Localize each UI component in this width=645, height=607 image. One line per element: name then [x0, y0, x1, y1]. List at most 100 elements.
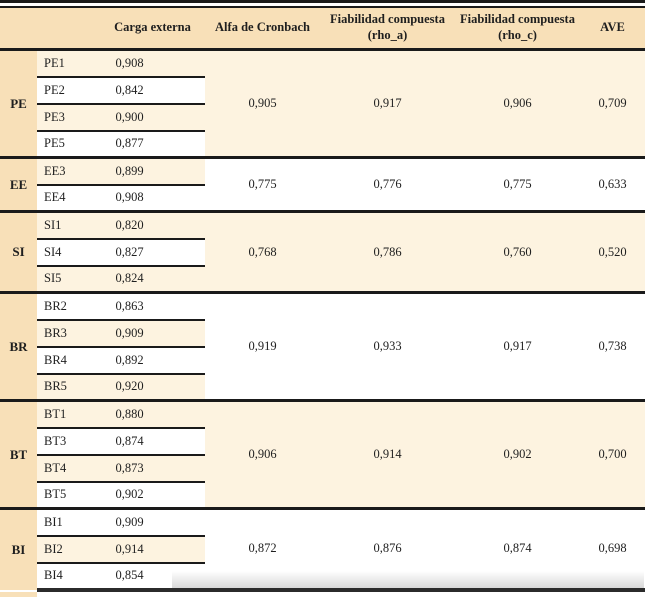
carga-externa-cell: 0,877 — [100, 130, 205, 158]
fiabilidad-rho-a-cell: 0,914 — [320, 399, 455, 509]
carga-externa-cell: 0,863 — [100, 291, 205, 321]
item-row-br2: BR BR2 0,863 0,919 0,933 0,917 0,738 — [0, 291, 645, 401]
fiabilidad-rho-a-cell: 0,876 — [320, 507, 455, 592]
indicator-name-cell: SI1 — [37, 210, 100, 240]
carga-externa-cell: 0,909 — [100, 319, 205, 348]
item-row-bt1: BT BT1 0,880 0,906 0,914 0,902 0,700 — [0, 399, 645, 509]
ave-cell: 0,633 — [580, 156, 645, 212]
item-row-bi2: BI2 0,914 — [0, 535, 645, 564]
item-row-bt3: BT3 0,874 — [0, 427, 645, 456]
col-header-carga-externa: Carga externa — [100, 6, 205, 51]
col-header-fiabilidad-rho-a-line2: (rho_a) — [367, 28, 408, 42]
item-row-bt4: BT4 0,873 — [0, 454, 645, 483]
item-row-ee4: EE4 0,908 — [0, 184, 645, 212]
carga-externa-cell: 0,854 — [100, 562, 205, 592]
fiabilidad-rho-c-cell: 0,775 — [455, 156, 580, 212]
item-row-pe3: PE3 0,900 — [0, 103, 645, 132]
alfa-cronbach-cell: 0,906 — [205, 399, 320, 509]
item-row-br5: BR5 0,920 — [0, 373, 645, 401]
group-label-cell-bt: BT — [0, 399, 37, 509]
indicator-name-cell: BR2 — [37, 291, 100, 321]
indicator-name-cell: EE4 — [37, 184, 100, 212]
group-label-cell-bi: BI — [0, 507, 37, 590]
carga-externa-cell: 0,920 — [100, 373, 205, 401]
item-row-bt5: BT5 0,902 — [0, 481, 645, 509]
carga-externa-cell: 0,909 — [100, 507, 205, 537]
indicator-name-cell: PE5 — [37, 130, 100, 158]
carga-externa-cell: 0,873 — [100, 454, 205, 483]
carga-externa-cell: 0,914 — [100, 535, 205, 564]
col-header-alfa-cronbach: Alfa de Cronbach — [205, 6, 320, 51]
indicator-name-cell: BR3 — [37, 319, 100, 348]
carga-externa-cell: 0,900 — [100, 103, 205, 132]
item-row-pe5: PE5 0,877 — [0, 130, 645, 158]
table-top-rule — [0, 0, 645, 3]
carga-externa-cell: 0,827 — [100, 238, 205, 267]
indicator-name-cell: PE2 — [37, 76, 100, 105]
indicator-name-cell: BT4 — [37, 454, 100, 483]
table-top-rule-gap — [0, 3, 645, 6]
indicator-name-cell: BI1 — [37, 507, 100, 537]
indicator-name-cell: BT1 — [37, 399, 100, 429]
fiabilidad-rho-a-cell: 0,776 — [320, 156, 455, 212]
indicator-name-cell: PE1 — [37, 48, 100, 78]
indicator-name-cell: PE3 — [37, 103, 100, 132]
col-header-fiabilidad-rho-a: Fiabilidad compuesta (rho_a) — [320, 6, 455, 51]
carga-externa-cell: 0,908 — [100, 184, 205, 212]
item-row-pe1: PE PE1 0,908 0,905 0,917 0,906 0,709 — [0, 48, 645, 158]
indicator-name-cell: BI2 — [37, 535, 100, 564]
item-row-si4: SI4 0,827 — [0, 238, 645, 267]
col-header-fiabilidad-rho-c-line2: (rho_c) — [498, 28, 537, 42]
header-row: Carga externa Alfa de Cronbach Fiabilida… — [0, 6, 645, 51]
carga-externa-cell: 0,902 — [100, 481, 205, 509]
item-row-pe2: PE2 0,842 — [0, 76, 645, 105]
carga-externa-cell: 0,824 — [100, 265, 205, 293]
alfa-cronbach-cell: 0,919 — [205, 291, 320, 401]
fiabilidad-rho-a-cell: 0,917 — [320, 48, 455, 158]
carga-externa-cell: 0,820 — [100, 210, 205, 240]
left-column-tab — [0, 591, 37, 597]
carga-externa-cell: 0,892 — [100, 346, 205, 375]
table-body: PE PE1 0,908 0,905 0,917 0,906 0,709 PE2 0,842 PE… — [0, 48, 645, 592]
indicator-name-cell: BT5 — [37, 481, 100, 509]
fiabilidad-rho-c-cell: 0,874 — [455, 507, 580, 592]
indicator-name-cell: BI4 — [37, 562, 100, 592]
header-blank-group — [0, 6, 37, 51]
alfa-cronbach-cell: 0,872 — [205, 507, 320, 592]
col-header-ave: AVE — [580, 6, 645, 51]
fiabilidad-rho-a-cell: 0,933 — [320, 291, 455, 401]
item-row-bi4: BI4 0,854 — [0, 562, 645, 592]
indicator-name-cell: SI4 — [37, 238, 100, 267]
group-label-cell-pe: PE — [0, 48, 37, 158]
carga-externa-cell: 0,908 — [100, 48, 205, 78]
alfa-cronbach-cell: 0,905 — [205, 48, 320, 158]
ave-cell: 0,738 — [580, 291, 645, 401]
indicator-name-cell: EE3 — [37, 156, 100, 186]
alfa-cronbach-cell: 0,768 — [205, 210, 320, 293]
col-header-fiabilidad-rho-c-line1: Fiabilidad compuesta — [460, 12, 575, 27]
item-row-si1: SI SI1 0,820 0,768 0,786 0,760 0,520 — [0, 210, 645, 293]
carga-externa-cell: 0,880 — [100, 399, 205, 429]
alfa-cronbach-cell: 0,775 — [205, 156, 320, 212]
ave-cell: 0,700 — [580, 399, 645, 509]
group-label-cell-br: BR — [0, 291, 37, 401]
fiabilidad-rho-a-cell: 0,786 — [320, 210, 455, 293]
fiabilidad-rho-c-cell: 0,906 — [455, 48, 580, 158]
fiabilidad-rho-c-cell: 0,902 — [455, 399, 580, 509]
fiabilidad-rho-c-cell: 0,917 — [455, 291, 580, 401]
col-header-fiabilidad-rho-a-line1: Fiabilidad compuesta — [330, 12, 445, 27]
indicator-name-cell: BR4 — [37, 346, 100, 375]
ave-cell: 0,698 — [580, 507, 645, 592]
carga-externa-cell: 0,842 — [100, 76, 205, 105]
col-header-fiabilidad-rho-c: Fiabilidad compuesta (rho_c) — [455, 6, 580, 51]
carga-externa-cell: 0,874 — [100, 427, 205, 456]
indicator-name-cell: BR5 — [37, 373, 100, 401]
ave-cell: 0,709 — [580, 48, 645, 158]
indicator-name-cell: BT3 — [37, 427, 100, 456]
fiabilidad-rho-c-cell: 0,760 — [455, 210, 580, 293]
ave-cell: 0,520 — [580, 210, 645, 293]
group-label-cell-ee: EE — [0, 156, 37, 212]
item-row-si5: SI5 0,824 — [0, 265, 645, 293]
item-row-ee3: EE EE3 0,899 0,775 0,776 0,775 0,633 — [0, 156, 645, 212]
group-label-cell-si: SI — [0, 210, 37, 293]
